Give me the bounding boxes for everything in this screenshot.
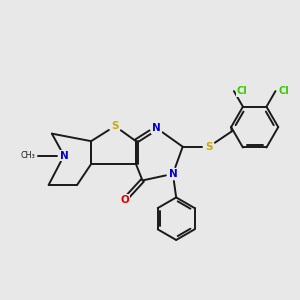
Text: N: N: [60, 151, 68, 160]
Text: Cl: Cl: [278, 86, 289, 96]
Text: O: O: [120, 195, 129, 205]
Text: N: N: [169, 169, 177, 179]
Text: N: N: [152, 123, 161, 133]
Text: CH: CH: [25, 151, 36, 160]
Text: CH: CH: [25, 151, 36, 160]
Text: S: S: [111, 121, 119, 131]
Text: S: S: [205, 142, 213, 152]
Text: Cl: Cl: [237, 86, 248, 96]
Text: CH₃: CH₃: [20, 151, 35, 160]
